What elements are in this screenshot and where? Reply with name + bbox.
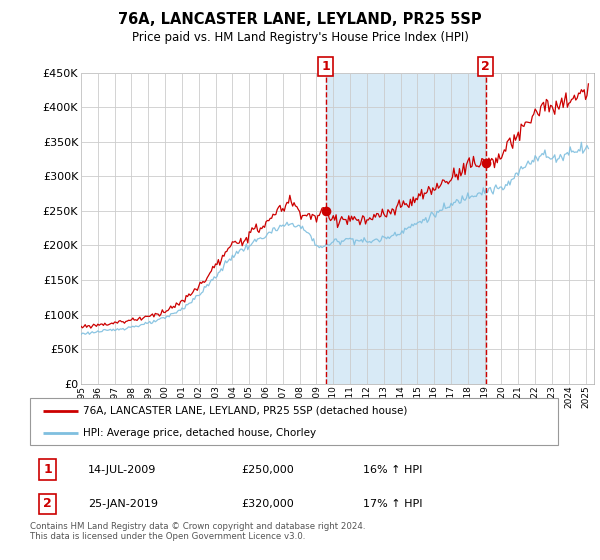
FancyBboxPatch shape [30, 398, 558, 445]
Text: £320,000: £320,000 [241, 499, 294, 509]
Text: 2: 2 [481, 60, 490, 73]
Text: 16% ↑ HPI: 16% ↑ HPI [362, 465, 422, 475]
Text: 76A, LANCASTER LANE, LEYLAND, PR25 5SP: 76A, LANCASTER LANE, LEYLAND, PR25 5SP [118, 12, 482, 27]
Bar [326, 73, 486, 384]
Text: 17% ↑ HPI: 17% ↑ HPI [362, 499, 422, 509]
Text: 1: 1 [43, 463, 52, 476]
Text: HPI: Average price, detached house, Chorley: HPI: Average price, detached house, Chor… [83, 428, 316, 438]
Text: 25-JAN-2019: 25-JAN-2019 [88, 499, 158, 509]
Text: 76A, LANCASTER LANE, LEYLAND, PR25 5SP (detached house): 76A, LANCASTER LANE, LEYLAND, PR25 5SP (… [83, 406, 407, 416]
Text: 1: 1 [321, 60, 330, 73]
Text: Contains HM Land Registry data © Crown copyright and database right 2024.
This d: Contains HM Land Registry data © Crown c… [30, 522, 365, 542]
Text: £250,000: £250,000 [241, 465, 294, 475]
Text: Price paid vs. HM Land Registry's House Price Index (HPI): Price paid vs. HM Land Registry's House … [131, 31, 469, 44]
Text: 14-JUL-2009: 14-JUL-2009 [88, 465, 157, 475]
Text: 2: 2 [43, 497, 52, 510]
